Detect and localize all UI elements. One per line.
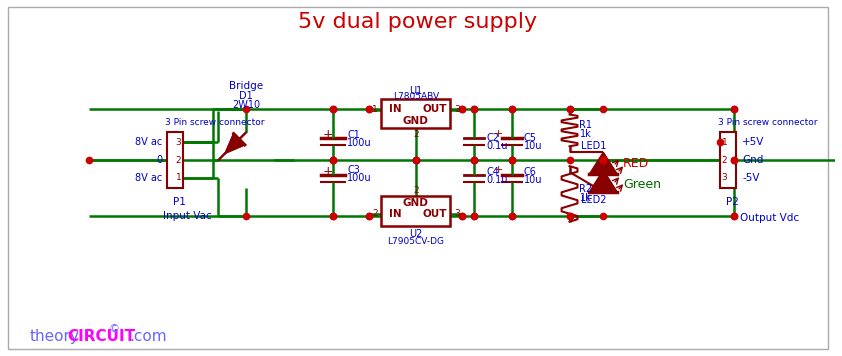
Text: LED1: LED1 [582,141,607,151]
Text: 2: 2 [722,156,727,164]
Text: +: + [493,129,503,139]
Text: C5: C5 [524,133,537,143]
Text: R1: R1 [579,120,593,130]
Text: Output Vdc: Output Vdc [740,213,799,223]
Bar [167,132,183,188]
Polygon shape [225,134,245,153]
Text: 8V ac: 8V ac [136,137,163,147]
Text: C4: C4 [486,167,499,177]
Text: 0.1u: 0.1u [486,141,508,151]
Text: L7805ABV: L7805ABV [392,92,439,101]
Text: 100u: 100u [347,138,372,148]
Text: +: + [493,165,503,175]
Text: -5V: -5V [742,173,759,183]
Text: C2: C2 [486,133,499,143]
Text: 2: 2 [413,130,418,139]
Polygon shape [225,134,245,153]
Text: R2: R2 [579,184,593,194]
Text: 2: 2 [372,209,378,218]
Text: 3: 3 [176,138,182,147]
Text: OUT: OUT [423,104,447,114]
Text: +: + [322,164,333,178]
Text: GND: GND [402,116,429,126]
Text: 0.1u: 0.1u [486,175,508,185]
Text: 1: 1 [722,138,727,147]
Bar [381,99,450,129]
Text: 0: 0 [157,155,163,165]
Text: 3 Pin screw connector: 3 Pin screw connector [165,118,264,127]
Text: 2: 2 [413,187,418,195]
Text: 100u: 100u [347,173,372,183]
Text: .com: .com [129,329,167,344]
Text: U2: U2 [409,229,423,239]
Text: 2W10: 2W10 [232,100,260,110]
Text: 1k: 1k [579,193,591,203]
Text: L7905CV-DG: L7905CV-DG [387,237,445,246]
Text: D1: D1 [239,91,253,101]
Text: P2: P2 [727,197,739,207]
Polygon shape [589,170,617,192]
Text: GND: GND [402,198,429,208]
Text: 1: 1 [372,105,378,114]
Text: LED2: LED2 [582,195,607,205]
Text: 10u: 10u [524,141,542,151]
Text: Input Vac: Input Vac [163,211,211,221]
Bar [381,196,450,226]
Text: 2: 2 [176,156,181,164]
Text: C6: C6 [524,167,537,177]
Text: +: + [322,128,333,141]
Text: 3: 3 [455,105,461,114]
Text: Gnd: Gnd [742,155,764,165]
Text: OUT: OUT [423,209,447,219]
Text: 10u: 10u [524,175,542,185]
Text: 1: 1 [176,173,182,183]
Text: +5V: +5V [742,137,765,147]
Text: C3: C3 [347,165,360,175]
Text: 8V ac: 8V ac [136,173,163,183]
Text: IN: IN [389,104,402,114]
Text: 3 Pin screw connector: 3 Pin screw connector [718,118,818,127]
Bar [721,132,736,188]
Text: 5v dual power supply: 5v dual power supply [298,12,537,32]
Text: IN: IN [389,209,402,219]
Text: U1: U1 [409,86,423,96]
Text: 3: 3 [455,209,461,218]
Text: CIRCUIT: CIRCUIT [67,329,136,344]
Text: Green: Green [623,178,661,192]
Text: theory: theory [29,329,80,344]
Text: ©: © [109,324,120,334]
Text: C1: C1 [347,130,360,140]
Text: 1k: 1k [579,129,591,139]
Text: P1: P1 [173,197,185,207]
Polygon shape [589,152,617,174]
Text: 3: 3 [722,173,727,183]
Text: RED: RED [623,157,649,169]
Text: Bridge: Bridge [229,81,264,91]
